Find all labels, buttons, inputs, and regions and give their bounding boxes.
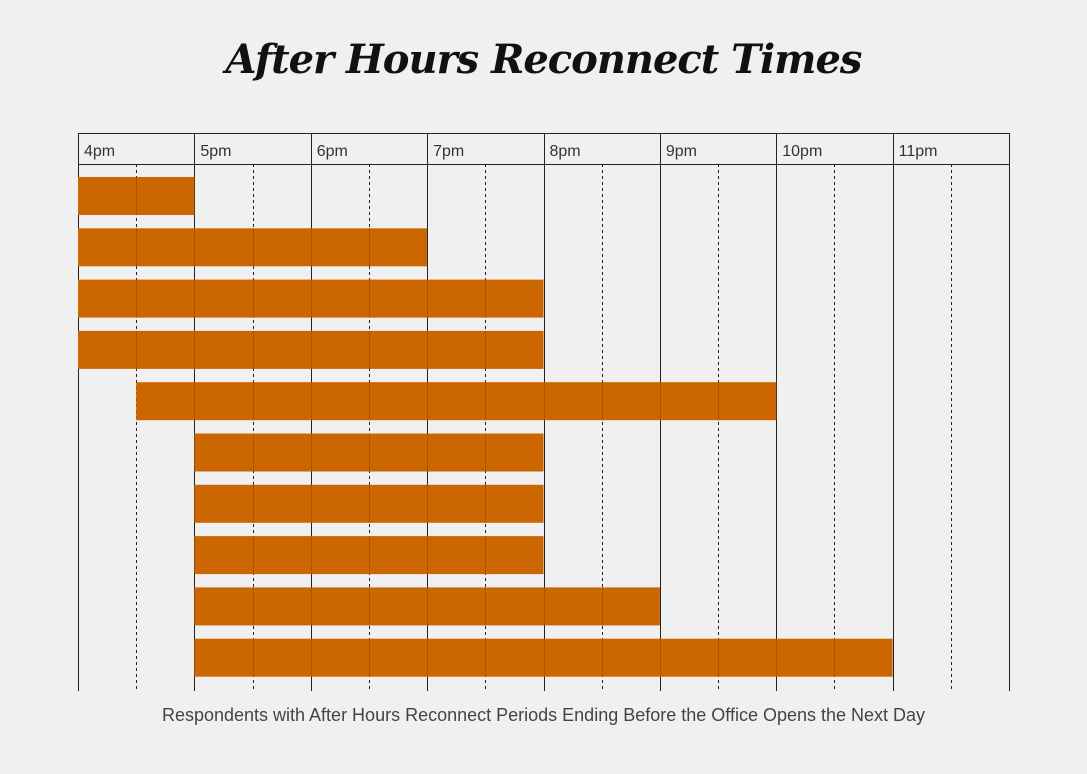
bar-respondent-5 [136,382,777,421]
bar-respondent-6 [194,433,544,472]
bar-respondent-7 [194,484,544,523]
x-tick-label: 9pm [666,143,697,160]
x-axis-caption: Respondents with After Hours Reconnect P… [161,705,926,725]
chart-title: After Hours Reconnect Times [225,36,863,83]
bar-respondent-4 [78,330,544,369]
bar-respondent-10 [194,638,893,677]
bar-respondent-8 [194,536,544,575]
x-tick-label: 7pm [433,143,464,160]
x-tick-label: 8pm [550,143,581,160]
x-tick-label: 6pm [317,143,348,160]
time-axis-header: 4pm 5pm 6pm 7pm 8pm 9pm 10pm 11pm [78,133,1009,165]
bar-respondent-2 [78,228,428,267]
grid-overlay [136,177,835,677]
x-tick-label: 5pm [200,143,231,160]
x-tick-label: 10pm [782,143,822,160]
x-tick-label: 11pm [899,143,938,160]
x-tick-label: 4pm [84,143,115,160]
bar-respondent-3 [78,279,544,318]
